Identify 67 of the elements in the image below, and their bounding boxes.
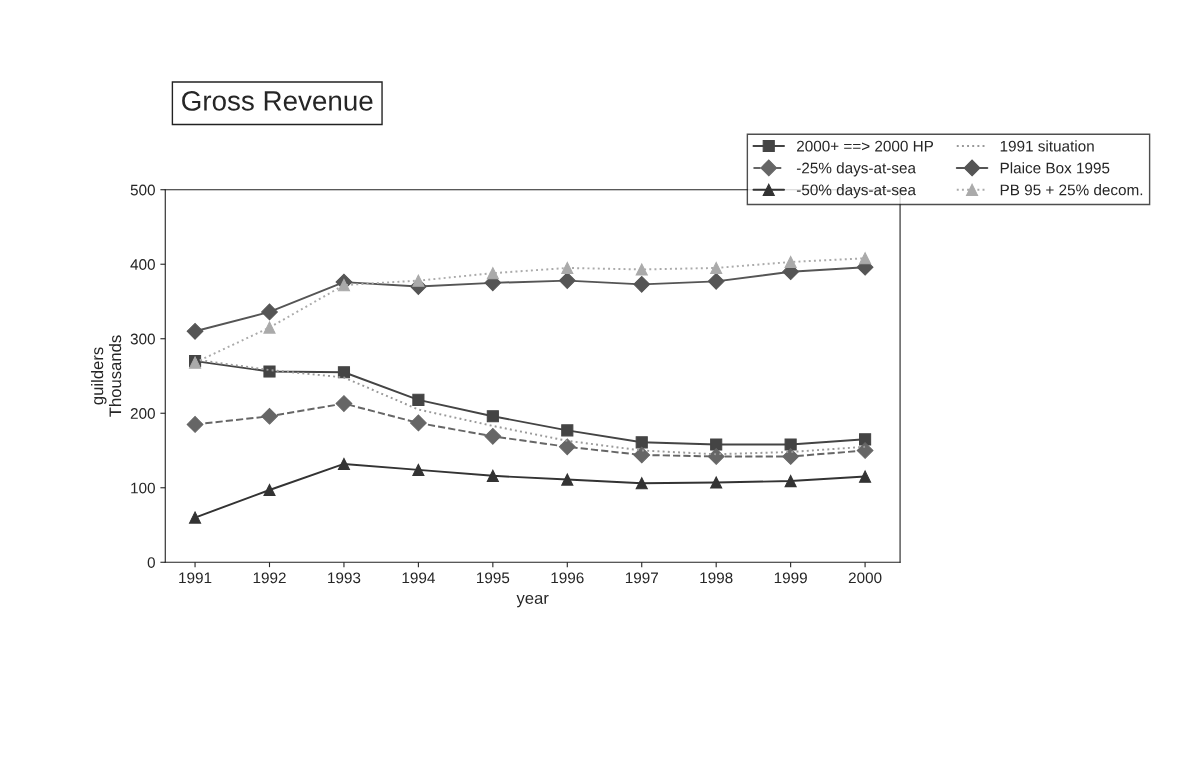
point <box>707 272 725 290</box>
point <box>484 427 502 445</box>
x-tick-label: 1991 <box>179 572 212 584</box>
point <box>859 252 872 265</box>
legend-label: -50% days-at-sea <box>796 184 916 199</box>
legend-label: 2000+ ==> 2000 HP <box>797 140 934 152</box>
point <box>784 438 797 451</box>
point <box>337 366 351 379</box>
point <box>710 261 723 275</box>
point <box>558 438 576 456</box>
point <box>263 483 276 497</box>
point <box>263 321 276 334</box>
point <box>710 438 723 451</box>
y-axis-title: guilders Thousands <box>91 335 122 417</box>
point <box>784 474 797 488</box>
point <box>261 303 278 321</box>
point <box>412 274 425 287</box>
point <box>486 267 499 280</box>
point <box>633 275 651 293</box>
x-tick-label: 1996 <box>551 572 584 584</box>
point <box>558 272 576 289</box>
point <box>635 263 648 276</box>
point <box>412 393 425 406</box>
point <box>635 477 648 490</box>
legend-label: PB 95 + 25% decom. <box>1000 184 1143 196</box>
x-tick-label: 1999 <box>774 572 807 584</box>
point <box>186 416 204 433</box>
point <box>856 442 874 459</box>
x-tick-label: 1998 <box>700 572 733 584</box>
y-tick-label: 300 <box>130 333 155 345</box>
legend-label: Plaice Box 1995 <box>1000 162 1110 174</box>
point <box>784 255 797 269</box>
point <box>263 365 276 378</box>
y-tick-label: 0 <box>147 557 155 568</box>
point <box>410 414 427 432</box>
point <box>337 457 351 470</box>
point <box>261 407 278 425</box>
point <box>188 511 202 524</box>
point <box>486 469 499 482</box>
y-tick-label: 100 <box>131 482 155 494</box>
chart-title: Gross Revenue <box>182 91 373 111</box>
y-tick-label: 200 <box>130 408 155 419</box>
x-tick-label: 1992 <box>253 572 286 584</box>
x-axis-title: year <box>516 594 549 608</box>
point <box>561 424 574 437</box>
point <box>710 476 723 489</box>
x-tick-label: 2000 <box>848 572 882 584</box>
point <box>561 261 574 275</box>
point <box>486 410 499 423</box>
x-tick-label: 1997 <box>625 572 658 584</box>
point <box>337 279 351 292</box>
point <box>186 322 204 340</box>
x-tick-label: 1994 <box>402 572 435 584</box>
point <box>782 448 800 465</box>
point <box>335 395 353 412</box>
y-tick-label: 400 <box>130 259 155 270</box>
point <box>412 463 425 476</box>
point <box>561 473 574 486</box>
point <box>859 433 872 446</box>
y-tick-label: 500 <box>130 184 155 196</box>
point <box>859 470 872 483</box>
legend-label: 1991 situation <box>1000 140 1094 152</box>
point <box>633 446 651 464</box>
x-tick-label: 1993 <box>328 572 361 584</box>
legend-label: -25% days-at-sea <box>796 162 916 177</box>
point <box>635 436 648 449</box>
x-tick-label: 1995 <box>477 572 510 584</box>
